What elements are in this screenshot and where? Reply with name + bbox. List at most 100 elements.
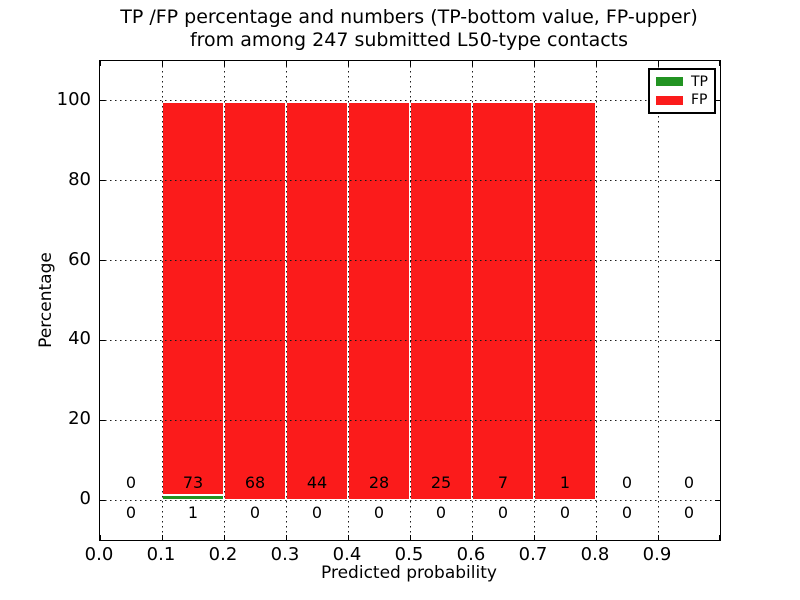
x-tick-label: 0.2 bbox=[208, 544, 238, 565]
y-tick-mark bbox=[100, 260, 105, 262]
gridline-vertical bbox=[533, 61, 535, 540]
x-axis-label: Predicted probability bbox=[321, 563, 497, 583]
fp-bar bbox=[472, 100, 534, 501]
x-tick-mark bbox=[657, 535, 659, 540]
y-tick-mark-right bbox=[715, 180, 720, 182]
x-tick-label: 0.1 bbox=[146, 544, 176, 565]
fp-count-label: 68 bbox=[244, 473, 266, 493]
y-tick-label: 60 bbox=[68, 248, 91, 270]
fp-bar bbox=[410, 100, 472, 501]
fp-bar bbox=[162, 100, 224, 495]
tp-count-label: 0 bbox=[125, 503, 137, 523]
y-tick-label: 80 bbox=[68, 168, 91, 190]
gridline-vertical bbox=[657, 61, 659, 540]
gridline-vertical bbox=[471, 61, 473, 540]
x-tick-mark-top bbox=[347, 61, 349, 66]
gridline-horizontal bbox=[100, 260, 720, 262]
fp-legend-swatch bbox=[656, 95, 683, 105]
x-tick-mark-top bbox=[161, 61, 163, 66]
x-tick-mark bbox=[533, 535, 535, 540]
tp-legend-swatch bbox=[656, 77, 683, 87]
y-tick-label: 100 bbox=[56, 88, 91, 110]
x-tick-mark bbox=[347, 535, 349, 540]
fp-count-label: 0 bbox=[125, 473, 137, 493]
y-tick-mark bbox=[100, 339, 105, 341]
y-tick-mark-right bbox=[715, 339, 720, 341]
gridline-horizontal bbox=[100, 499, 720, 501]
y-tick-mark bbox=[100, 499, 105, 501]
y-tick-label: 40 bbox=[68, 328, 91, 350]
legend-item-fp: FP bbox=[656, 93, 714, 107]
x-tick-mark-top bbox=[409, 61, 411, 66]
x-tick-label: 0.4 bbox=[332, 544, 362, 565]
annotations-layer: 0 0 73 1 68 0 44 0 28 0 25 0 7 0 1 0 0 0 0 0 bbox=[100, 61, 720, 540]
fp-count-label: 0 bbox=[683, 473, 695, 493]
tp-count-label: 0 bbox=[497, 503, 509, 523]
bars-layer bbox=[100, 61, 720, 540]
x-tick-mark-top bbox=[657, 61, 659, 66]
gridline-vertical bbox=[161, 61, 163, 540]
fp-count-label: 7 bbox=[497, 473, 509, 493]
fp-bar bbox=[224, 100, 286, 501]
fp-count-label: 0 bbox=[621, 473, 633, 493]
tp-count-label: 1 bbox=[187, 503, 199, 523]
gridline-vertical bbox=[409, 61, 411, 540]
chart-title: TP /FP percentage and numbers (TP-bottom… bbox=[99, 6, 719, 52]
tp-count-label: 0 bbox=[683, 503, 695, 523]
gridline-horizontal bbox=[100, 339, 720, 341]
x-tick-mark-top bbox=[533, 61, 535, 66]
x-tick-mark-top bbox=[285, 61, 287, 66]
y-tick-mark-right bbox=[715, 419, 720, 421]
x-tick-mark bbox=[595, 535, 597, 540]
x-tick-mark bbox=[718, 535, 720, 540]
fp-count-label: 73 bbox=[182, 473, 204, 493]
chart-title-line1: TP /FP percentage and numbers (TP-bottom… bbox=[120, 6, 698, 28]
gridline-horizontal bbox=[100, 180, 720, 182]
x-tick-mark bbox=[471, 535, 473, 540]
x-tick-mark bbox=[409, 535, 411, 540]
x-tick-label: 0.6 bbox=[456, 544, 486, 565]
x-tick-mark-top bbox=[99, 61, 101, 66]
plot-area: 0 0 73 1 68 0 44 0 28 0 25 0 7 0 1 0 0 0 0 0 TP FP bbox=[99, 60, 721, 541]
y-tick-mark bbox=[100, 419, 105, 421]
x-tick-label: 0.3 bbox=[270, 544, 300, 565]
gridline-vertical bbox=[223, 61, 225, 540]
x-tick-mark bbox=[285, 535, 287, 540]
gridline-vertical bbox=[347, 61, 349, 540]
y-tick-mark bbox=[100, 180, 105, 182]
gridline-horizontal bbox=[100, 100, 720, 102]
tp-count-label: 0 bbox=[373, 503, 385, 523]
x-tick-mark-top bbox=[223, 61, 225, 66]
legend-label-tp: TP bbox=[691, 73, 708, 90]
x-tick-label: 0.0 bbox=[84, 544, 114, 565]
x-tick-mark bbox=[99, 535, 101, 540]
legend: TP FP bbox=[648, 68, 716, 114]
x-tick-label: 0.8 bbox=[580, 544, 610, 565]
x-tick-mark-top bbox=[718, 61, 720, 66]
gridline-vertical bbox=[595, 61, 597, 540]
tp-count-label: 0 bbox=[249, 503, 261, 523]
tp-count-label: 0 bbox=[435, 503, 447, 523]
x-tick-label: 0.7 bbox=[518, 544, 548, 565]
x-tick-mark bbox=[223, 535, 225, 540]
gridline-vertical bbox=[285, 61, 287, 540]
y-tick-mark-right bbox=[715, 499, 720, 501]
y-tick-mark-right bbox=[715, 100, 720, 102]
legend-label-fp: FP bbox=[691, 92, 708, 109]
x-tick-mark-top bbox=[471, 61, 473, 66]
ticks-layer bbox=[99, 61, 720, 540]
chart-title-line2: from among 247 submitted L50-type contac… bbox=[189, 29, 629, 51]
x-tick-mark-top bbox=[595, 61, 597, 66]
y-tick-label: 20 bbox=[68, 408, 91, 430]
y-tick-label: 0 bbox=[79, 488, 91, 510]
x-tick-label: 0.9 bbox=[642, 544, 672, 565]
legend-item-tp: TP bbox=[656, 75, 714, 89]
tp-count-label: 0 bbox=[559, 503, 571, 523]
x-tick-mark bbox=[161, 535, 163, 540]
grid-layer bbox=[100, 61, 720, 540]
y-tick-mark-right bbox=[715, 260, 720, 262]
fp-count-label: 1 bbox=[559, 473, 571, 493]
gridline-horizontal bbox=[100, 419, 720, 421]
x-tick-label: 0.5 bbox=[394, 544, 424, 565]
